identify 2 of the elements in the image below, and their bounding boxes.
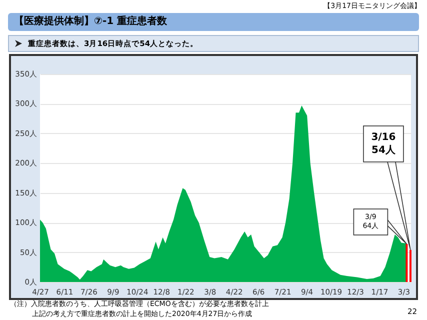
annotation: 3/16 54人 — [371, 130, 396, 157]
chart-title: 【医療提供体制】⑦-1 重症患者数 — [8, 13, 419, 31]
